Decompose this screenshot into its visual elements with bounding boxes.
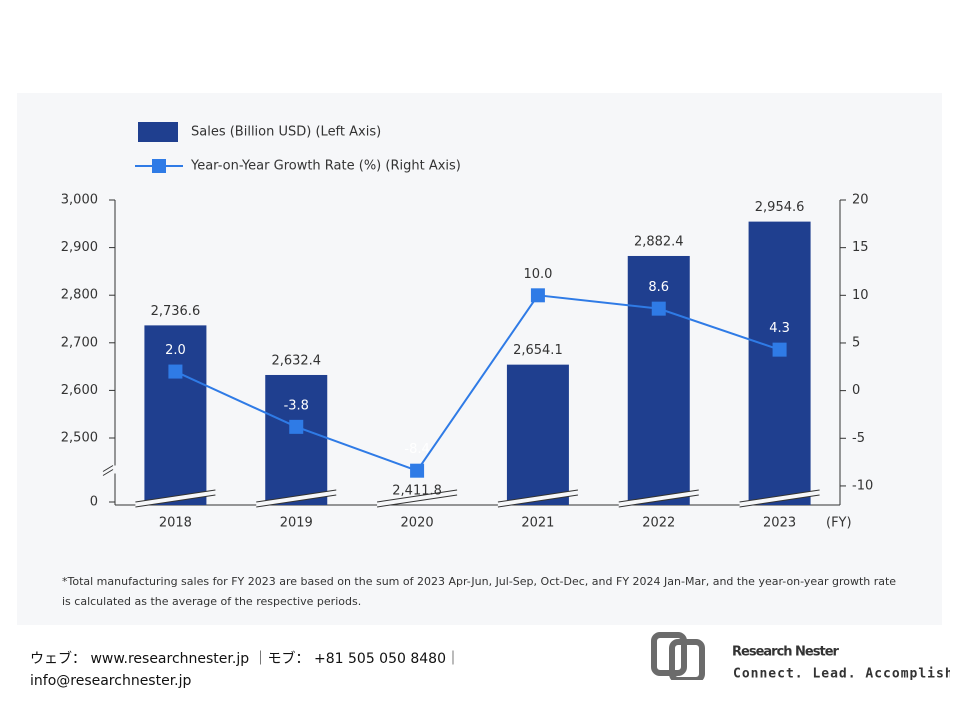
x-tick-label: 2023 bbox=[763, 516, 796, 531]
x-tick-label: 2021 bbox=[521, 516, 554, 531]
bar bbox=[748, 221, 811, 505]
legend-swatch bbox=[152, 159, 166, 173]
bar-break bbox=[256, 490, 337, 507]
legend-swatch bbox=[138, 122, 178, 142]
bar-break bbox=[618, 494, 699, 508]
bar-break bbox=[377, 489, 458, 503]
chart: 0 2,500 2,600 2,700 2,800 2,900 3,000 -10 -5 0 5 10… bbox=[61, 122, 873, 531]
y2-tick-label: 20 bbox=[852, 193, 869, 208]
bar-break bbox=[135, 494, 216, 508]
axis-break-gap bbox=[103, 465, 127, 474]
y2-tick-label: 10 bbox=[852, 288, 869, 303]
line-value-label: 10.0 bbox=[523, 267, 552, 282]
bar-break bbox=[135, 490, 216, 507]
bar-break bbox=[618, 489, 699, 503]
x-axis-label: (FY) bbox=[826, 516, 852, 531]
line-marker bbox=[168, 364, 183, 379]
y2-tick-label: 0 bbox=[852, 383, 860, 398]
bar-value-label: 2,882.4 bbox=[634, 234, 684, 249]
bar-value-label: 2,632.4 bbox=[271, 353, 321, 368]
bar-value-label: 2,954.6 bbox=[755, 200, 805, 215]
x-tick-label: 2020 bbox=[401, 516, 434, 531]
footnote: *Total manufacturing sales for FY 2023 a… bbox=[62, 575, 897, 608]
line-value-label: 2.0 bbox=[165, 343, 186, 358]
bar-break bbox=[497, 489, 578, 503]
line-value-label: -8.4 bbox=[404, 442, 429, 457]
logo: Research Nester Connect. Lead. Accomplis… bbox=[651, 632, 950, 681]
axis-break bbox=[102, 465, 114, 472]
line-marker bbox=[289, 419, 304, 434]
bar-break bbox=[377, 494, 458, 508]
line-value-label: -3.8 bbox=[284, 398, 309, 413]
bar-break bbox=[135, 489, 216, 503]
bar-value-label: 2,411.8 bbox=[392, 484, 442, 499]
y-tick-label: 2,700 bbox=[61, 335, 98, 350]
y-tick-label: 2,800 bbox=[61, 288, 98, 303]
bar-break bbox=[256, 494, 337, 508]
legend-label: Year-on-Year Growth Rate (%) (Right Axis… bbox=[190, 159, 461, 174]
logo-name: Research Nester bbox=[732, 645, 840, 660]
line bbox=[175, 294, 780, 472]
line-value-label: 4.3 bbox=[769, 321, 790, 336]
y-tick-label: 0 bbox=[90, 495, 98, 510]
bar bbox=[265, 374, 328, 505]
contact-line: ウェブ： www.researchnester.jp ｜モブ： +81 505 … bbox=[30, 651, 460, 667]
y2-tick-label: -10 bbox=[852, 478, 873, 493]
line-marker bbox=[772, 342, 787, 357]
bar-break bbox=[497, 490, 578, 507]
bar-break bbox=[497, 494, 578, 508]
legend-label: Sales (Billion USD) (Left Axis) bbox=[191, 125, 381, 140]
logo-tagline: Connect. Lead. Accomplish bbox=[733, 667, 950, 681]
line-value-label: 8.6 bbox=[648, 280, 669, 295]
bar-break bbox=[739, 490, 820, 507]
bar-value-label: 2,736.6 bbox=[151, 304, 201, 319]
bar-break bbox=[377, 490, 458, 507]
y-tick-label: 2,600 bbox=[61, 383, 98, 398]
bar-break bbox=[739, 494, 820, 508]
line-marker bbox=[410, 463, 425, 478]
y2-tick-label: -5 bbox=[852, 431, 865, 446]
contact: ウェブ： www.researchnester.jp ｜モブ： +81 505 … bbox=[30, 648, 460, 692]
axis-break bbox=[102, 469, 114, 476]
contact-line: info@researchnester.jp bbox=[30, 673, 192, 689]
bar-break bbox=[618, 490, 699, 507]
y-tick-label: 2,500 bbox=[61, 431, 98, 446]
line-marker bbox=[530, 288, 545, 303]
y-tick-label: 3,000 bbox=[61, 193, 98, 208]
bar bbox=[144, 325, 207, 505]
y2-tick-label: 5 bbox=[852, 335, 860, 350]
bar-break bbox=[256, 489, 337, 503]
y2-tick-label: 15 bbox=[852, 240, 869, 255]
bar bbox=[506, 364, 569, 505]
bar bbox=[627, 255, 690, 505]
y-tick-label: 2,900 bbox=[61, 240, 98, 255]
x-tick-label: 2019 bbox=[280, 516, 313, 531]
logo-icon bbox=[669, 639, 705, 680]
x-tick-label: 2018 bbox=[159, 516, 192, 531]
line-marker bbox=[651, 301, 666, 316]
x-tick-label: 2022 bbox=[642, 516, 675, 531]
bar-value-label: 2,654.1 bbox=[513, 343, 563, 358]
bar-break bbox=[739, 489, 820, 503]
